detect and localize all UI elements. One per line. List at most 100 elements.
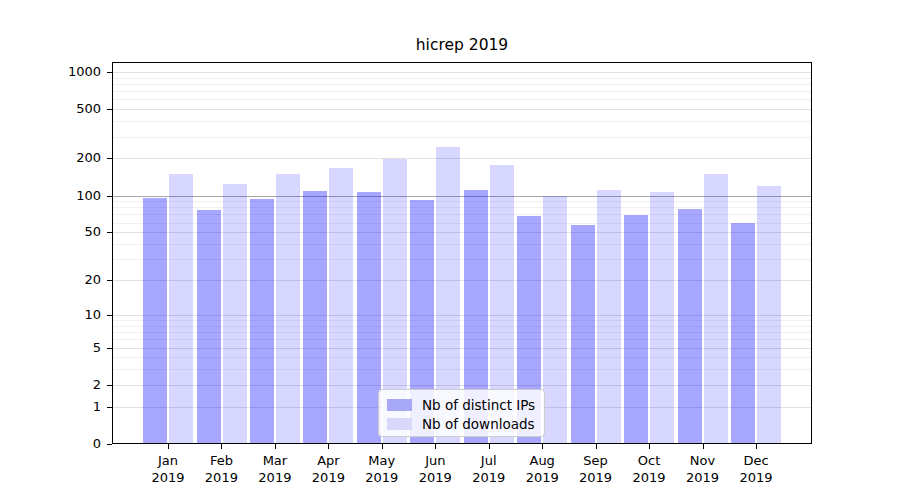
y-tick [107,280,112,281]
bar-downloads [543,196,567,444]
y-tick [107,196,112,197]
legend-item-distinct-ips: Nb of distinct IPs [387,395,544,414]
plot-area [112,62,812,444]
x-tick-label-year: 2019 [352,469,412,486]
bar-distinct-ips [571,225,595,444]
x-tick-label-month: Jul [459,452,519,469]
y-tick-label: 10 [39,306,101,324]
x-tick-label: Jan2019 [138,452,198,486]
x-tick-label-month: Sep [566,452,626,469]
bar-distinct-ips [143,198,167,444]
x-tick-label-year: 2019 [245,469,305,486]
y-tick-label: 20 [39,271,101,289]
x-tick-label: Feb2019 [191,452,251,486]
legend: Nb of distinct IPs Nb of downloads [378,389,545,437]
x-tick-label-month: Nov [673,452,733,469]
legend-label-downloads: Nb of downloads [422,416,535,432]
x-tick-label-month: Dec [726,452,786,469]
x-tick-label: Jun2019 [405,452,465,486]
y-tick-label: 500 [39,100,101,118]
y-tick-label: 1000 [39,63,101,81]
x-tick-label: Apr2019 [298,452,358,486]
gridline-minor [113,99,811,100]
bar-distinct-ips [678,209,702,444]
y-tick-label: 200 [39,149,101,167]
y-tick [107,72,112,73]
legend-swatch-distinct-ips [387,399,412,411]
y-tick-label: 50 [39,223,101,241]
x-tick-label-year: 2019 [673,469,733,486]
y-tick-label: 1 [39,398,101,416]
y-tick-label: 0 [39,435,101,453]
x-tick-label-month: Mar [245,452,305,469]
x-tick-label-year: 2019 [191,469,251,486]
y-tick [107,385,112,386]
x-tick [435,444,436,449]
y-tick [107,407,112,408]
x-tick-label-year: 2019 [298,469,358,486]
gridline-minor [113,121,811,122]
bar-distinct-ips [197,210,221,444]
x-tick [649,444,650,449]
legend-item-downloads: Nb of downloads [387,414,544,433]
x-tick [328,444,329,449]
y-tick [107,109,112,110]
bar-downloads [276,174,300,444]
y-tick [107,315,112,316]
chart-figure: hicrep 2019 01251020501002005001000Jan20… [0,0,900,500]
y-tick-label: 100 [39,187,101,205]
x-tick-label-year: 2019 [138,469,198,486]
y-tick [107,158,112,159]
x-tick-label: Jul2019 [459,452,519,486]
legend-label-distinct-ips: Nb of distinct IPs [422,397,535,413]
x-tick-label: Sep2019 [566,452,626,486]
x-tick-label-year: 2019 [619,469,679,486]
y-tick-label: 5 [39,339,101,357]
x-tick-label-year: 2019 [566,469,626,486]
bar-downloads [169,174,193,444]
y-tick-label: 2 [39,376,101,394]
gridline-major [113,158,811,159]
x-tick-label-month: Jun [405,452,465,469]
x-tick-label: Dec2019 [726,452,786,486]
bar-downloads [597,190,621,444]
x-tick-label: May2019 [352,452,412,486]
gridline-minor [113,84,811,85]
x-tick [221,444,222,449]
x-tick-label-month: Apr [298,452,358,469]
x-tick-label-year: 2019 [405,469,465,486]
x-tick-label-year: 2019 [459,469,519,486]
bar-downloads [704,174,728,444]
legend-swatch-downloads [387,418,412,430]
y-tick [107,444,112,445]
bar-downloads [329,168,353,444]
x-tick-label-month: Oct [619,452,679,469]
bar-distinct-ips [624,215,648,444]
bar-distinct-ips [731,223,755,444]
gridline-major [113,72,811,73]
bar-distinct-ips [250,199,274,444]
gridline-major [113,109,811,110]
x-tick [703,444,704,449]
x-tick [382,444,383,449]
x-tick-label-year: 2019 [512,469,572,486]
x-tick-label-month: Feb [191,452,251,469]
gridline-minor [113,78,811,79]
y-tick [107,232,112,233]
x-tick-label-year: 2019 [726,469,786,486]
x-tick-label-month: Jan [138,452,198,469]
x-tick-label: Nov2019 [673,452,733,486]
x-tick [275,444,276,449]
gridline-minor [113,91,811,92]
bar-downloads [650,192,674,444]
x-tick-label: Mar2019 [245,452,305,486]
x-tick-label-month: May [352,452,412,469]
gridline-minor [113,137,811,138]
bar-distinct-ips [303,191,327,444]
bar-downloads [223,184,247,444]
bar-downloads [757,186,781,444]
x-tick-label: Aug2019 [512,452,572,486]
x-tick-label-month: Aug [512,452,572,469]
x-tick [168,444,169,449]
x-tick [756,444,757,449]
